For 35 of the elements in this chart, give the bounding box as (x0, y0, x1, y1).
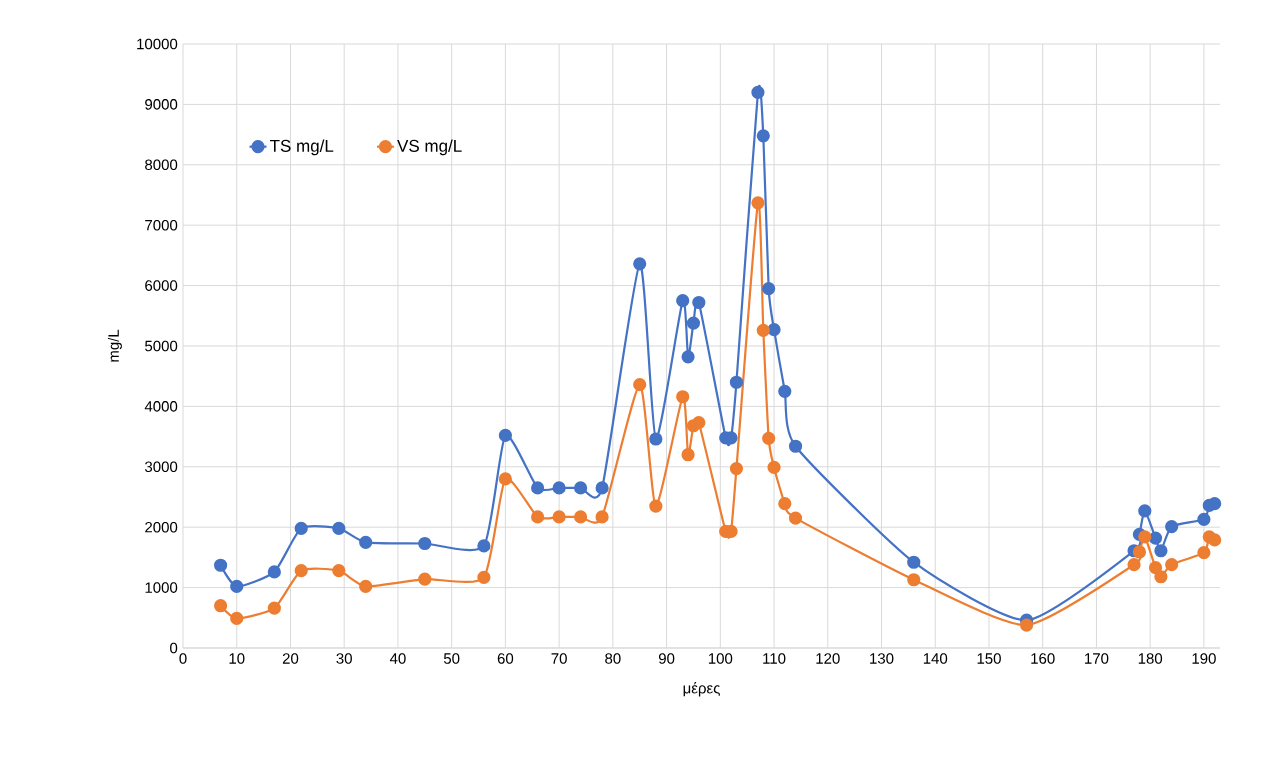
x-tick-label: 30 (336, 653, 352, 664)
y-tick-label: 10000 (137, 38, 178, 50)
y-tick-label: 7000 (145, 219, 178, 231)
legend-label: TS mg/L (269, 139, 334, 156)
x-tick-label: 190 (1192, 653, 1216, 664)
x-tick-label: 110 (763, 653, 786, 664)
y-axis-title: mg/L (107, 329, 122, 362)
x-axis-title: μέρες (683, 682, 720, 697)
x-tick-label: 150 (977, 653, 1001, 664)
y-tick-label: 2000 (145, 521, 178, 533)
x-tick-label: 130 (870, 653, 894, 664)
x-tick-label: 70 (551, 653, 567, 664)
x-tick-label: 0 (179, 653, 187, 664)
y-tick-label: 8000 (145, 159, 178, 171)
x-tick-label: 50 (443, 653, 460, 664)
y-tick-label: 3000 (145, 461, 178, 473)
x-tick-label: 160 (1031, 653, 1055, 664)
y-tick-label: 1000 (145, 582, 178, 593)
x-tick-label: 10 (229, 653, 245, 664)
x-tick-label: 100 (708, 653, 733, 664)
x-tick-label: 20 (282, 653, 299, 664)
y-tick-label: 6000 (145, 280, 178, 291)
legend-label: VS mg/L (397, 139, 462, 156)
y-tick-label: 5000 (145, 340, 178, 352)
x-tick-label: 90 (658, 653, 675, 664)
x-tick-label: 180 (1138, 653, 1163, 664)
y-tick-label: 9000 (145, 99, 178, 110)
x-tick-label: 140 (923, 653, 948, 664)
y-tick-label: 0 (170, 642, 178, 654)
x-tick-label: 120 (816, 653, 840, 664)
x-tick-label: 40 (389, 653, 406, 664)
x-tick-label: 170 (1085, 653, 1109, 664)
x-tick-label: 80 (605, 653, 621, 664)
x-tick-label: 60 (497, 653, 514, 664)
y-tick-label: 4000 (144, 401, 178, 412)
